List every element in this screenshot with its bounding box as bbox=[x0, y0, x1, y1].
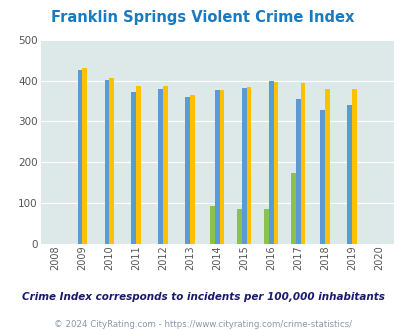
Bar bbox=[82, 68, 87, 244]
Bar bbox=[263, 209, 268, 244]
Bar bbox=[273, 82, 278, 244]
Bar bbox=[219, 90, 224, 244]
Bar bbox=[324, 89, 329, 244]
Text: © 2024 CityRating.com - https://www.cityrating.com/crime-statistics/: © 2024 CityRating.com - https://www.city… bbox=[54, 320, 351, 329]
Bar bbox=[163, 86, 168, 244]
Bar bbox=[158, 89, 163, 244]
Bar bbox=[77, 70, 82, 244]
Bar bbox=[246, 87, 251, 244]
Bar bbox=[136, 86, 141, 244]
Bar bbox=[241, 88, 246, 244]
Text: Crime Index corresponds to incidents per 100,000 inhabitants: Crime Index corresponds to incidents per… bbox=[21, 292, 384, 302]
Bar bbox=[236, 209, 241, 244]
Bar bbox=[290, 173, 295, 244]
Bar bbox=[190, 95, 195, 244]
Bar bbox=[351, 89, 356, 244]
Bar bbox=[320, 110, 324, 244]
Bar bbox=[300, 83, 305, 244]
Bar bbox=[109, 79, 114, 244]
Bar bbox=[295, 99, 300, 244]
Bar bbox=[346, 106, 351, 244]
Bar bbox=[104, 80, 109, 244]
Bar bbox=[131, 92, 136, 244]
Bar bbox=[214, 90, 219, 244]
Bar bbox=[185, 97, 190, 244]
Bar bbox=[268, 81, 273, 244]
Bar bbox=[209, 206, 214, 244]
Text: Franklin Springs Violent Crime Index: Franklin Springs Violent Crime Index bbox=[51, 10, 354, 25]
